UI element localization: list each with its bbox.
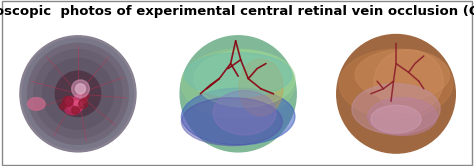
Ellipse shape (74, 101, 82, 107)
Ellipse shape (68, 101, 83, 112)
Ellipse shape (374, 50, 443, 113)
Ellipse shape (65, 103, 81, 115)
Circle shape (60, 103, 66, 110)
Ellipse shape (239, 59, 283, 116)
Circle shape (75, 84, 85, 94)
Circle shape (43, 58, 113, 129)
Text: (C): (C) (338, 35, 359, 47)
Circle shape (55, 71, 100, 117)
Text: Fundoscopic  photos of experimental central retinal vein occlusion (CRVO): Fundoscopic photos of experimental centr… (0, 5, 474, 18)
Text: (A): (A) (20, 35, 41, 47)
Ellipse shape (65, 97, 75, 106)
Circle shape (82, 93, 89, 99)
Circle shape (72, 80, 89, 98)
Ellipse shape (74, 94, 87, 104)
Ellipse shape (213, 91, 276, 135)
Circle shape (79, 99, 87, 108)
Ellipse shape (355, 50, 450, 100)
Circle shape (63, 96, 73, 106)
Ellipse shape (371, 105, 421, 133)
Circle shape (27, 43, 128, 144)
Ellipse shape (182, 49, 295, 118)
Ellipse shape (182, 88, 295, 145)
Circle shape (34, 50, 122, 138)
Ellipse shape (27, 98, 45, 110)
Circle shape (20, 36, 136, 152)
Circle shape (337, 35, 456, 153)
Ellipse shape (194, 50, 295, 107)
Circle shape (22, 38, 134, 149)
Circle shape (72, 106, 79, 114)
Ellipse shape (339, 49, 453, 118)
Text: (B): (B) (180, 35, 201, 47)
Ellipse shape (368, 98, 437, 135)
Ellipse shape (352, 84, 440, 134)
Circle shape (180, 36, 296, 152)
Ellipse shape (182, 98, 283, 146)
Ellipse shape (184, 53, 292, 97)
